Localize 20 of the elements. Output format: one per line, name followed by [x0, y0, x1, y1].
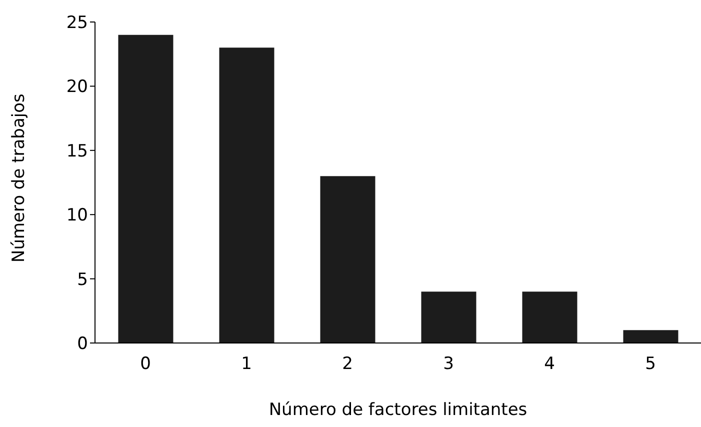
- x-tick-label: 1: [241, 354, 252, 374]
- y-tick-label: 15: [66, 141, 88, 162]
- bar: [118, 34, 174, 343]
- bar: [522, 292, 578, 343]
- y-axis-title: Número de trabajos: [9, 94, 30, 262]
- x-tick-label: 5: [645, 354, 656, 374]
- y-tick-label: 25: [66, 13, 88, 34]
- y-tick-label: 0: [77, 334, 88, 354]
- x-tick-label: 2: [342, 354, 353, 374]
- x-axis-title: Número de factores limitantes: [268, 400, 528, 420]
- y-tick-label: 5: [77, 270, 88, 290]
- bar: [623, 330, 678, 343]
- x-tick-label: 3: [443, 354, 454, 374]
- bar: [320, 176, 376, 343]
- y-tick-label: 20: [66, 77, 88, 98]
- x-tick-label: 0: [140, 354, 151, 374]
- bar: [421, 292, 476, 343]
- x-tick-label: 4: [544, 354, 555, 374]
- bar: [219, 48, 274, 343]
- y-tick-label: 10: [66, 206, 88, 226]
